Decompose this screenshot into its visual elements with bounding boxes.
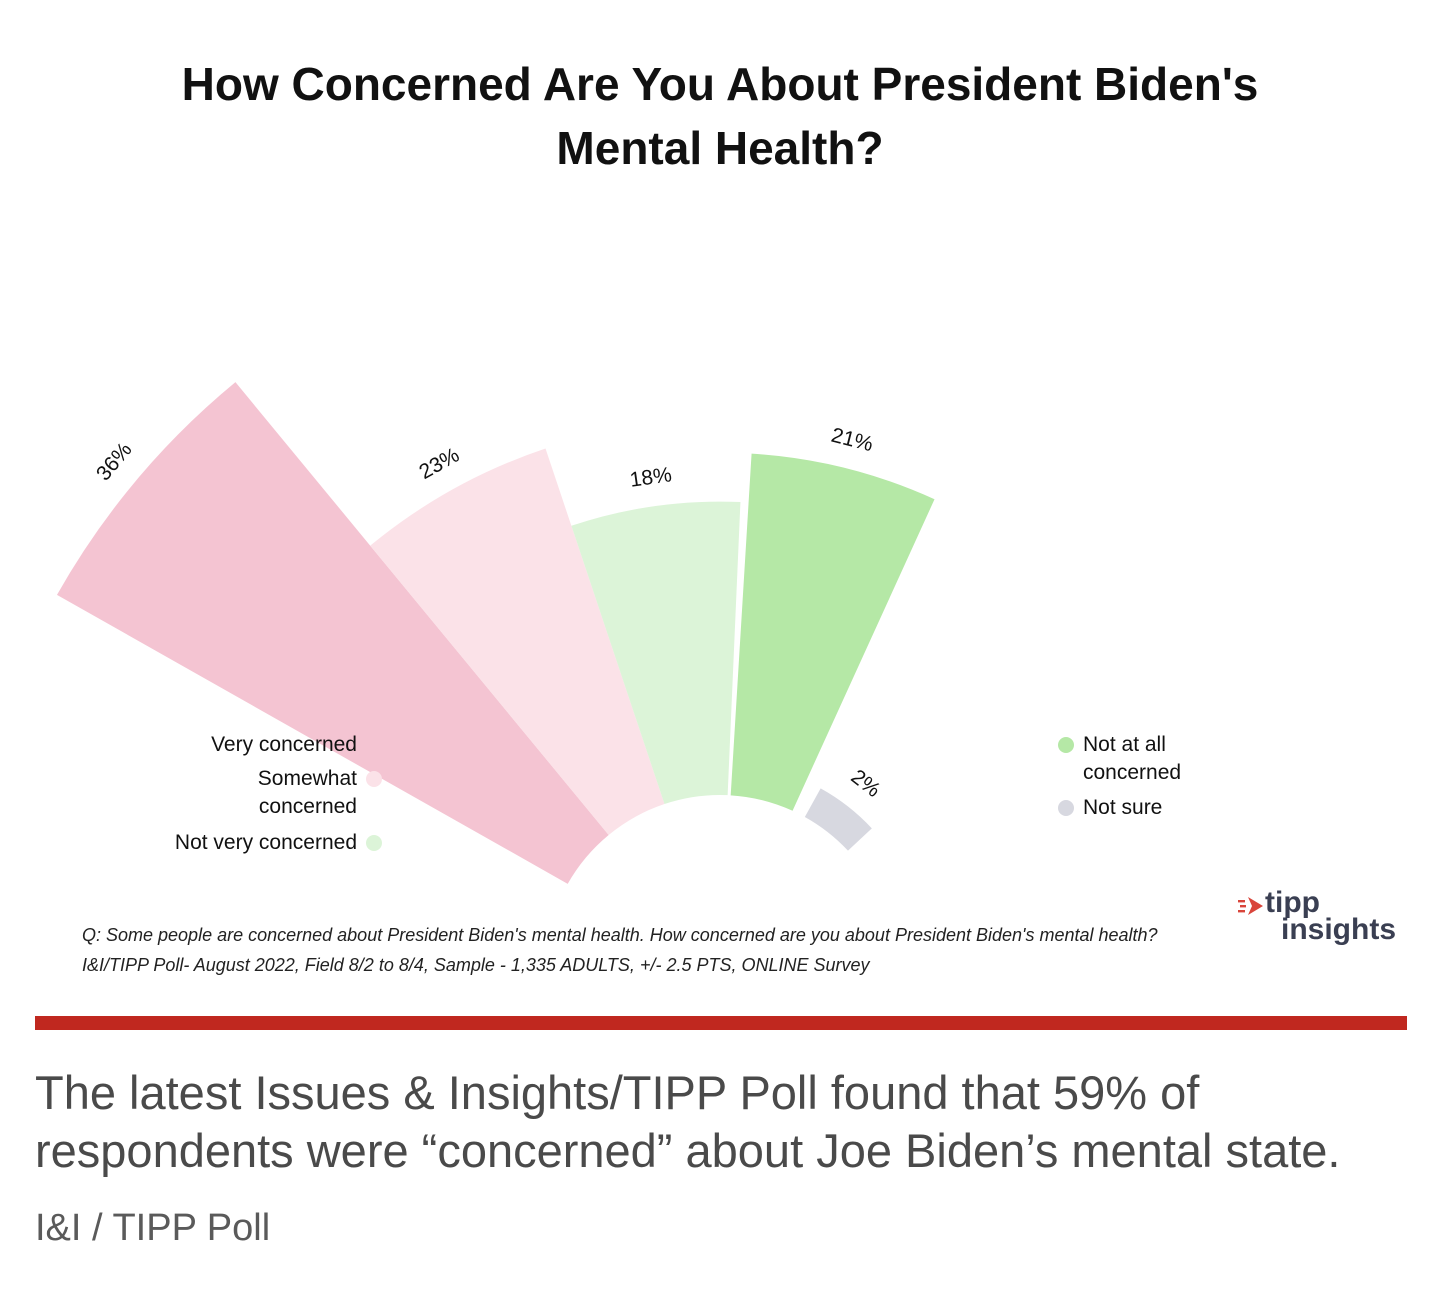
wedge-not-at-all-concerned <box>730 453 935 811</box>
data-label-very-concerned: 36% <box>92 438 137 485</box>
survey-footnote: Q: Some people are concerned about Presi… <box>82 925 1158 975</box>
legend-label: Not at all concerned <box>1083 733 1182 784</box>
data-label-not-very-concerned: 18% <box>628 463 673 492</box>
radial-bar-chart: 36% 23% 18% 21% 2% <box>56 382 935 884</box>
legend-swatch <box>1058 737 1074 753</box>
legend-swatch <box>366 771 382 787</box>
brand-name-bottom: insights <box>1281 913 1397 946</box>
wedge-not-sure <box>804 788 872 851</box>
wedge-somewhat-concerned <box>370 448 665 835</box>
legend-item-somewhat-concerned: Somewhat concerned <box>237 765 382 821</box>
data-label-somewhat-concerned: 23% <box>415 443 463 483</box>
wedge-not-very-concerned <box>571 501 741 805</box>
tipp-arrow-icon <box>1238 897 1263 915</box>
legend-swatch <box>366 835 382 851</box>
brand-name-top: tipp <box>1265 886 1320 919</box>
article-caption: The latest Issues & Insights/TIPP Poll f… <box>35 1066 1341 1177</box>
legend-item-not-very-concerned: Not very concerned <box>175 829 382 857</box>
legend-label: Very concerned <box>211 733 357 756</box>
legend-label: Not very concerned <box>174 831 357 854</box>
legend-swatch <box>366 737 382 753</box>
data-label-not-sure: 2% <box>847 765 885 802</box>
image-credit: I&I / TIPP Poll <box>35 1207 271 1249</box>
legend-swatch <box>1058 800 1074 816</box>
tipp-insights-logo: tipp insights <box>1238 886 1398 950</box>
divider-bar <box>35 1016 1407 1030</box>
wedge-very-concerned <box>56 382 609 884</box>
legend-label: Somewhat concerned <box>257 767 357 818</box>
legend-item-not-at-all-concerned: Not at all concerned <box>1058 731 1203 787</box>
legend-item-not-sure: Not sure <box>1058 794 1162 822</box>
data-label-not-at-all-concerned: 21% <box>829 424 875 456</box>
legend-item-very-concerned: Very concerned <box>211 731 382 759</box>
chart-title: How Concerned Are You About President Bi… <box>181 58 1259 174</box>
legend-label: Not sure <box>1083 796 1163 819</box>
